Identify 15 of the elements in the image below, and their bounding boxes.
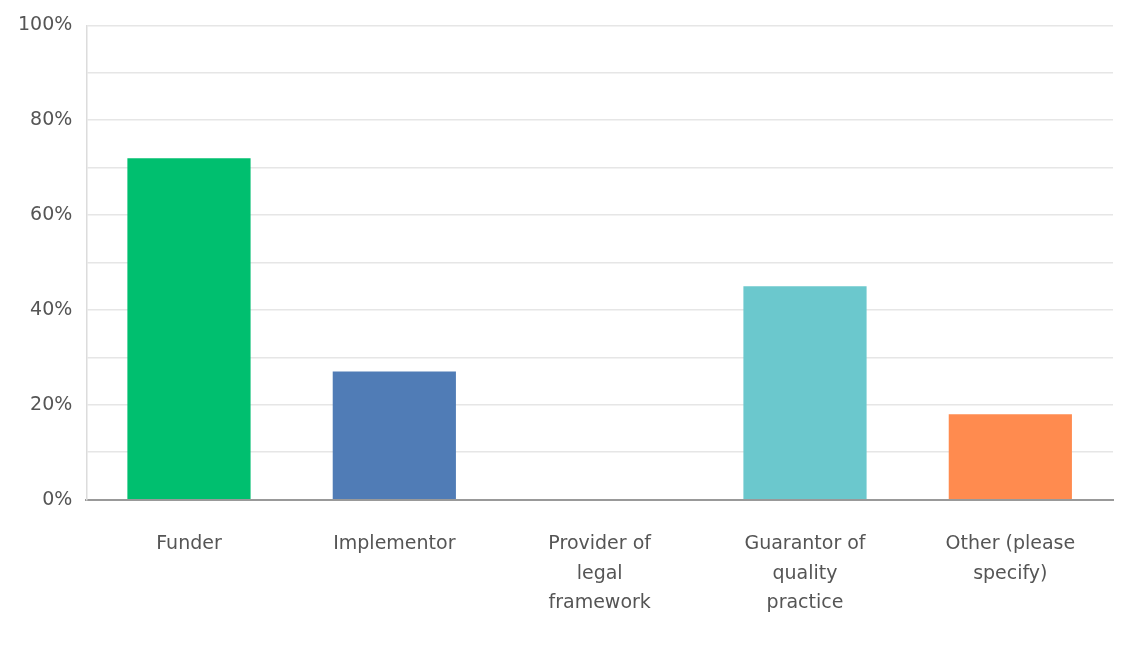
x-tick-label: Provider of legal framework bbox=[548, 531, 653, 613]
y-tick-label: 100% bbox=[17, 12, 73, 35]
y-tick-label: 80% bbox=[30, 107, 73, 130]
bar bbox=[948, 414, 1072, 499]
y-tick-label: 20% bbox=[30, 391, 73, 414]
x-tick-label: Funder bbox=[156, 531, 222, 554]
y-tick-label: 40% bbox=[30, 296, 73, 319]
x-tick-label: Guarantor of quality practice bbox=[744, 531, 867, 613]
bar bbox=[127, 158, 251, 499]
x-tick-label: Other (please specify) bbox=[945, 531, 1076, 583]
y-tick-label: 60% bbox=[30, 202, 73, 225]
bar bbox=[332, 371, 456, 499]
bar bbox=[743, 286, 867, 499]
x-tick-label: Implementor bbox=[333, 531, 456, 554]
y-tick-label: 0% bbox=[42, 486, 73, 509]
